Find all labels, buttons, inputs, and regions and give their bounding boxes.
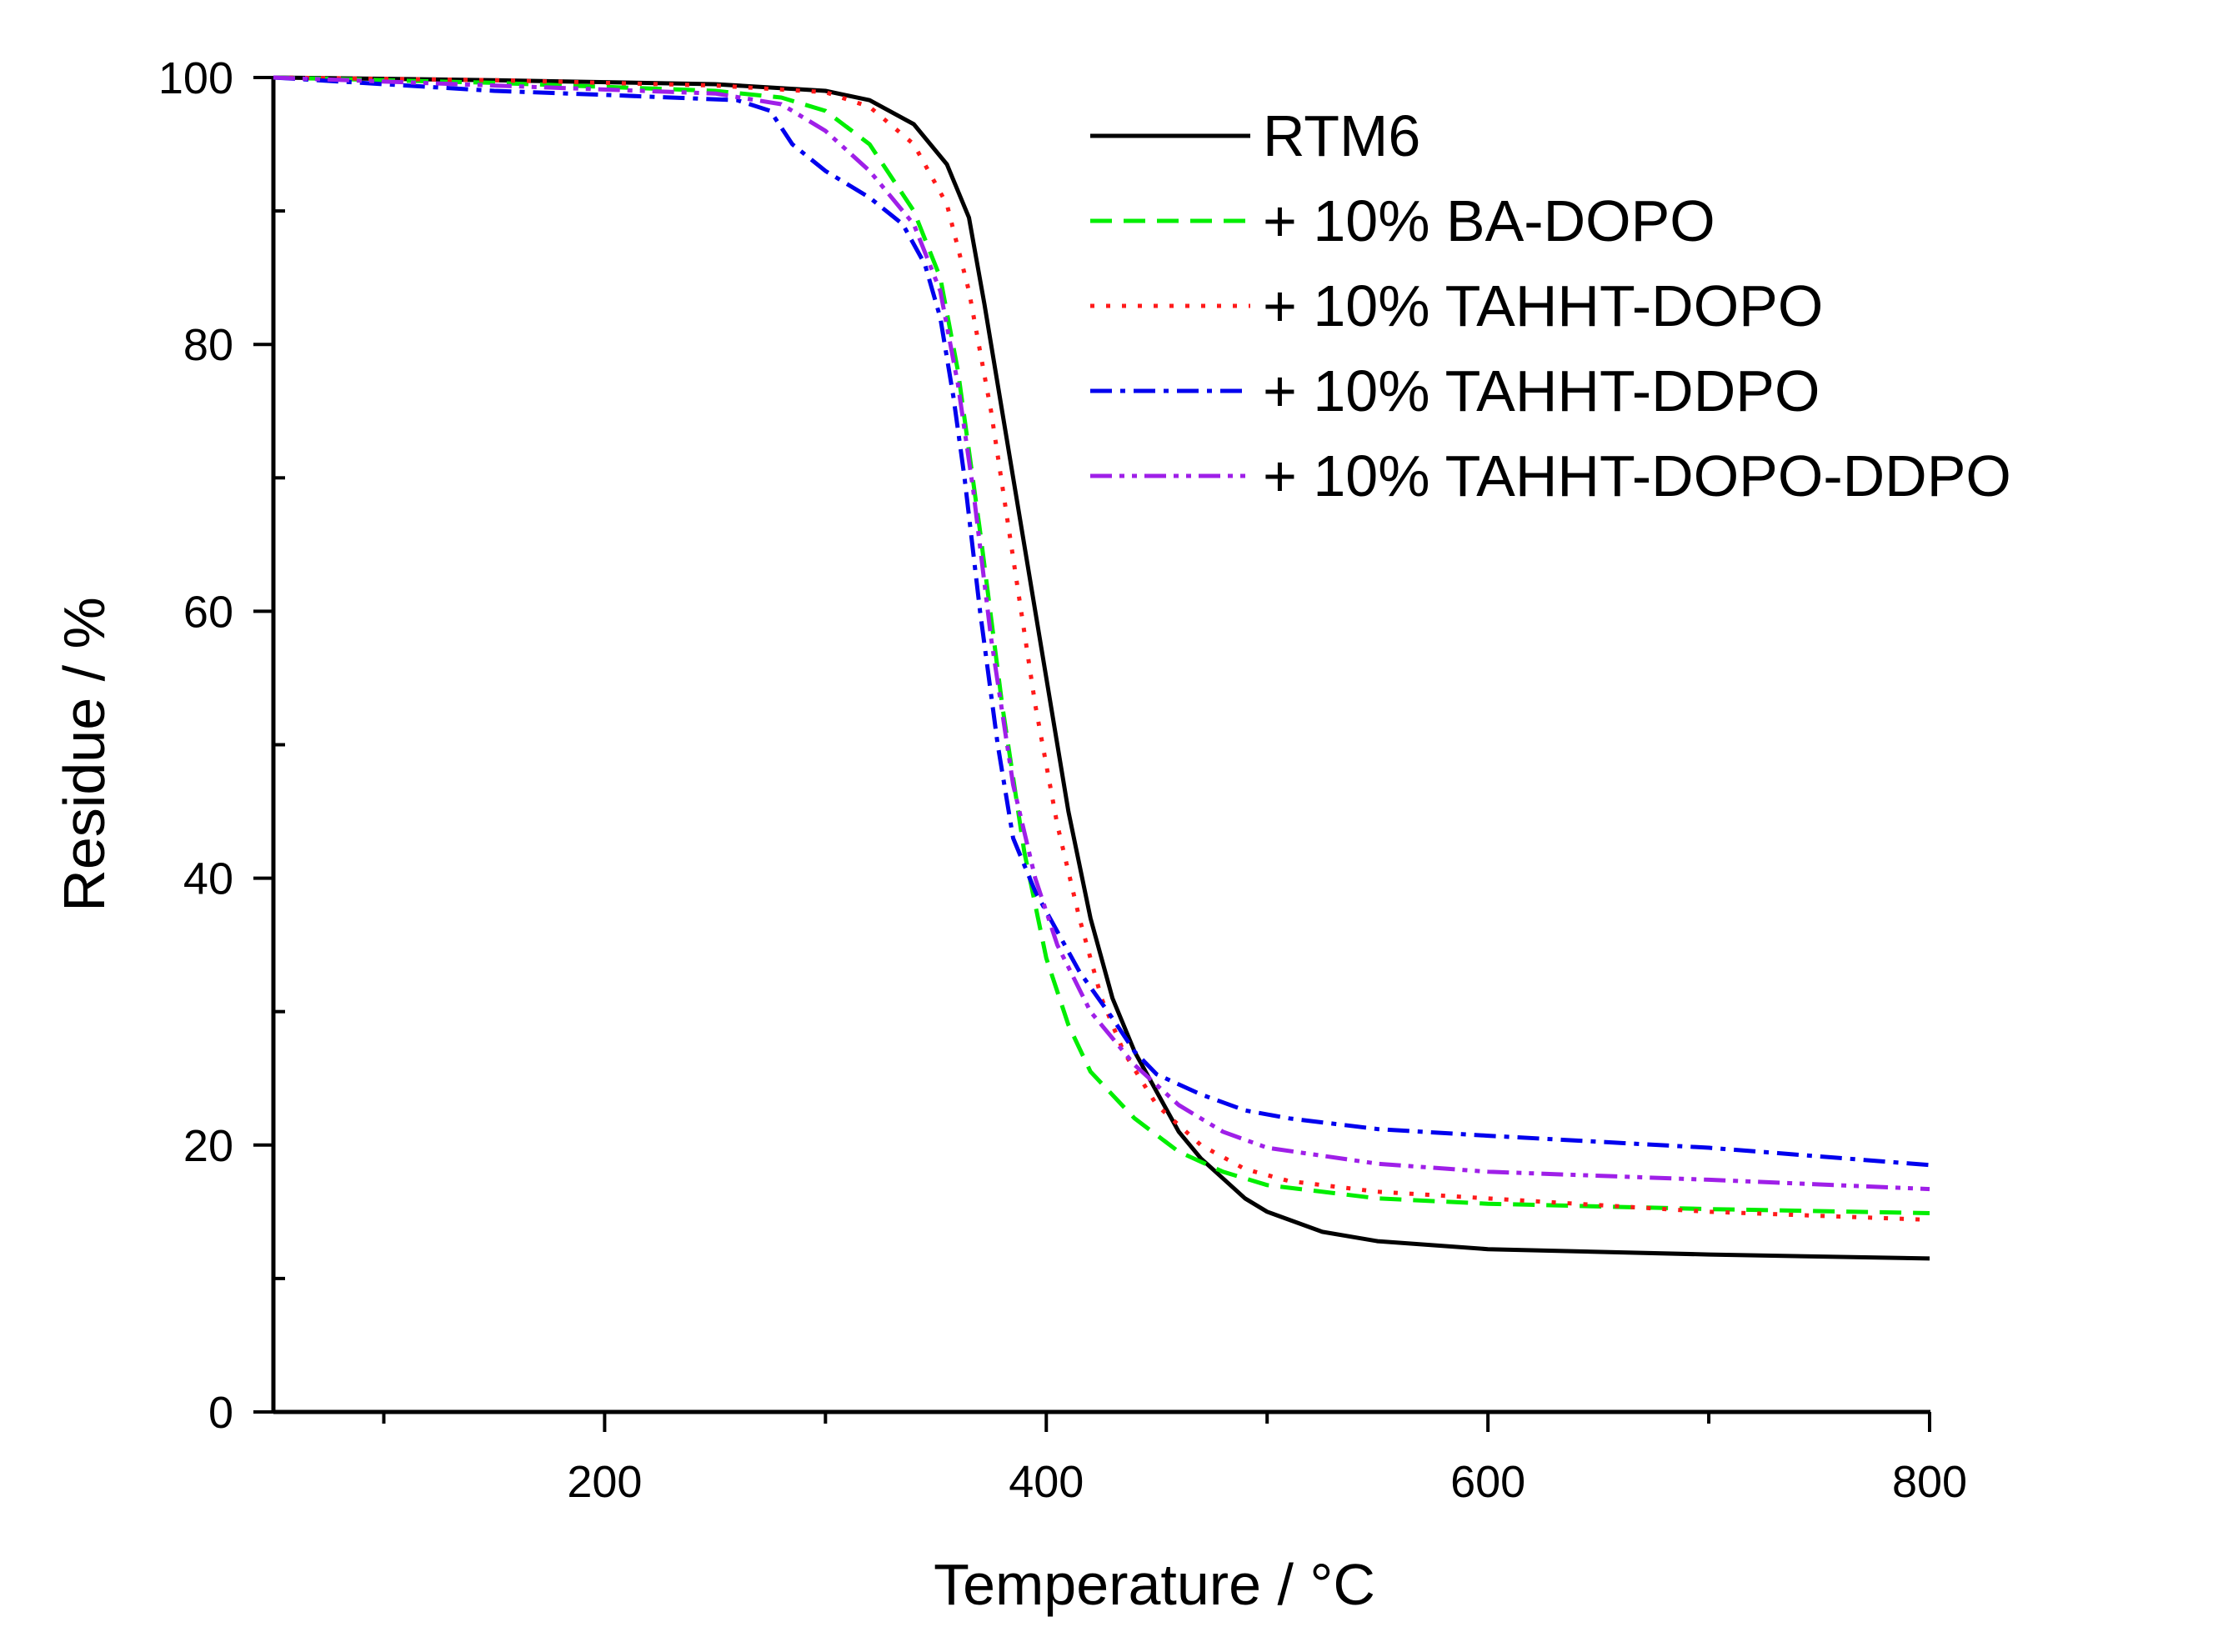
legend-label-1: RTM6	[1263, 103, 1420, 168]
y-axis-title: Residue / %	[52, 597, 117, 911]
series-line-1	[273, 75, 1930, 1261]
x-tick-label: 400	[1009, 1457, 1084, 1507]
series-line-5	[273, 75, 1930, 1192]
legend-label-3: + 10% TAHHT-DOPO	[1263, 273, 1823, 338]
legend: RTM6 + 10% BA-DOPO + 10% TAHHT-DOPO + 10% T…	[1090, 103, 2011, 508]
y-tick-label: 60	[183, 587, 233, 637]
series-layer	[273, 75, 1930, 1261]
y-tick-label: 100	[158, 53, 233, 103]
axes: 200 400 600 800 0 20 40 60 80 100	[158, 53, 1967, 1507]
y-tick-label: 80	[183, 320, 233, 370]
legend-label-4: + 10% TAHHT-DDPO	[1263, 358, 1820, 423]
x-tick-label: 600	[1450, 1457, 1525, 1507]
x-tick-label: 800	[1892, 1457, 1967, 1507]
series-line-3	[273, 75, 1930, 1222]
x-tick-label: 200	[567, 1457, 642, 1507]
x-axis-title: Temperature / °C	[934, 1552, 1375, 1617]
y-tick-label: 20	[183, 1121, 233, 1171]
legend-label-5: + 10% TAHHT-DOPO-DDPO	[1263, 443, 2011, 508]
series-line-4	[273, 75, 1930, 1168]
y-tick-label: 40	[183, 854, 233, 904]
legend-label-2: + 10% BA-DOPO	[1263, 188, 1715, 253]
y-tick-label: 0	[208, 1388, 233, 1438]
series-line-2	[273, 75, 1930, 1215]
